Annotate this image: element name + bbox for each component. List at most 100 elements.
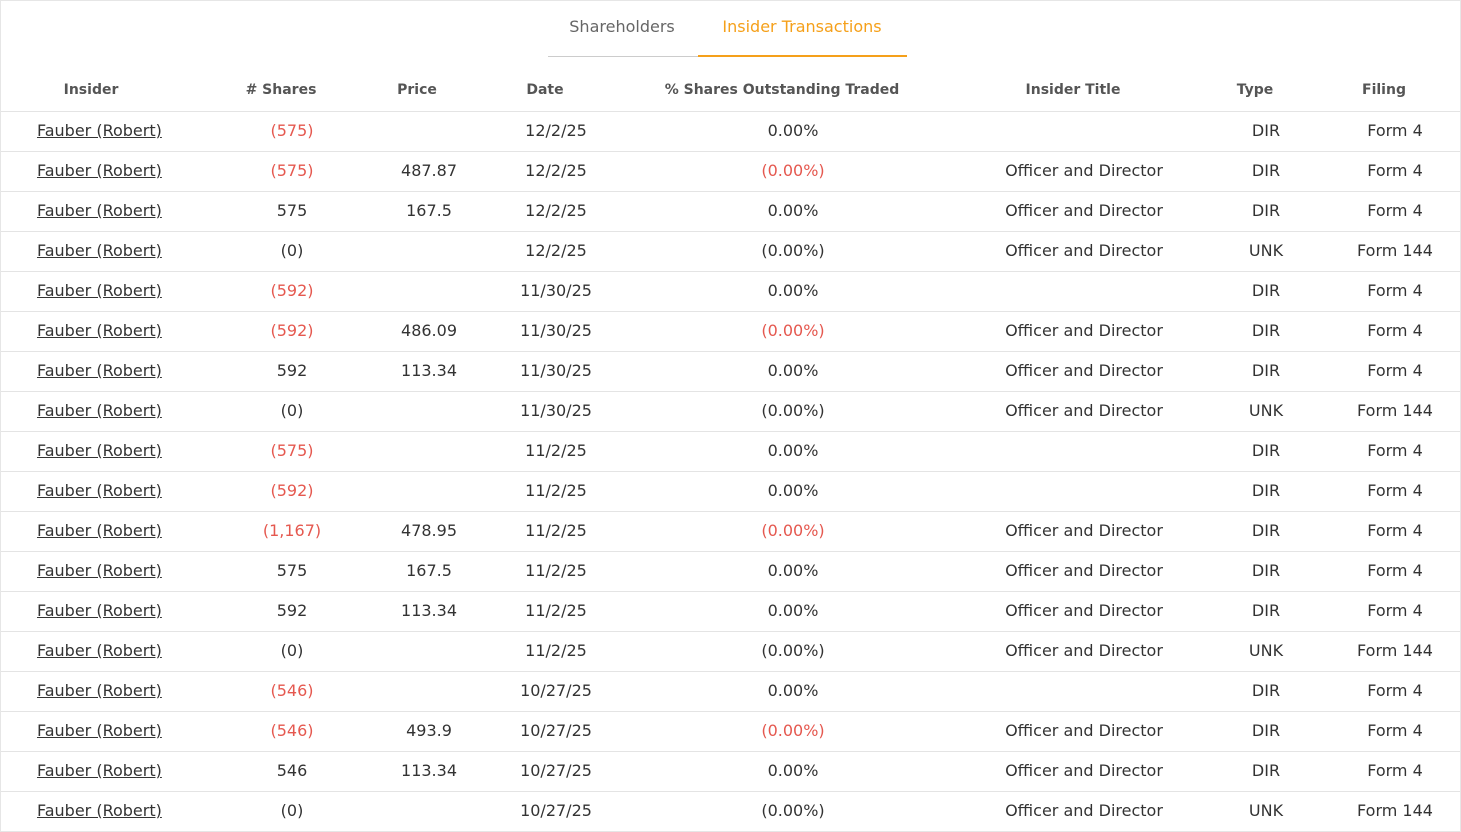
insider-link[interactable]: Fauber (Robert) [37,561,162,580]
table-cell: Form 144 [1357,641,1433,660]
table-cell: 10/27/25 [520,801,592,820]
table-cell: (0) [280,401,304,420]
table-cell: Officer and Director [1005,201,1163,220]
table-cell: 11/30/25 [520,401,592,420]
table-cell: UNK [1248,641,1284,660]
table-cell: 546 [276,761,308,780]
table-cell: (0.00%) [761,521,825,540]
table-cell: 0.00% [767,121,819,140]
table-cell: (0.00%) [761,721,825,740]
table-cell: DIR [1251,681,1281,700]
table-cell: Form 4 [1367,441,1423,460]
row-divider [1,191,1460,192]
table-cell: Form 4 [1367,681,1423,700]
table-cell: Form 4 [1367,321,1423,340]
table-cell: 478.95 [401,521,457,540]
column-header: Insider [63,82,119,98]
table-cell: Officer and Director [1005,801,1163,820]
insider-link[interactable]: Fauber (Robert) [37,441,162,460]
insider-link[interactable]: Fauber (Robert) [37,401,162,420]
tab[interactable]: Shareholders [569,17,675,36]
table-cell: DIR [1251,561,1281,580]
table-cell: Form 144 [1357,801,1433,820]
insider-link[interactable]: Fauber (Robert) [37,761,162,780]
insider-link[interactable]: Fauber (Robert) [37,721,162,740]
table-cell: 10/27/25 [520,761,592,780]
table-cell: DIR [1251,481,1281,500]
table-cell: UNK [1248,241,1284,260]
insider-link[interactable]: Fauber (Robert) [37,801,162,820]
table-cell: Form 4 [1367,281,1423,300]
insider-link[interactable]: Fauber (Robert) [37,241,162,260]
table-cell: UNK [1248,401,1284,420]
insider-link[interactable]: Fauber (Robert) [37,281,162,300]
row-divider [1,231,1460,232]
table-cell: 10/27/25 [520,721,592,740]
row-divider [1,511,1460,512]
column-header: # Shares [245,82,317,98]
insider-link[interactable]: Fauber (Robert) [37,321,162,340]
row-divider [1,791,1460,792]
tab[interactable]: Insider Transactions [722,17,882,36]
table-cell: DIR [1251,281,1281,300]
insider-link[interactable]: Fauber (Robert) [37,201,162,220]
table-cell: Officer and Director [1005,241,1163,260]
table-cell: (0.00%) [761,401,825,420]
column-header: Date [526,82,564,98]
table-cell: 113.34 [401,601,457,620]
table-cell: 12/2/25 [525,201,587,220]
table-cell: 11/30/25 [520,281,592,300]
row-divider [1,351,1460,352]
table-cell: 113.34 [401,761,457,780]
table-cell: (546) [270,721,314,740]
table-cell: DIR [1251,121,1281,140]
table-cell: 0.00% [767,761,819,780]
table-cell: Officer and Director [1005,401,1163,420]
insider-link[interactable]: Fauber (Robert) [37,681,162,700]
insider-link[interactable]: Fauber (Robert) [37,361,162,380]
row-divider [1,311,1460,312]
table-cell: Form 4 [1367,601,1423,620]
table-cell: (0) [280,241,304,260]
table-cell: 11/2/25 [525,601,587,620]
table-cell: 0.00% [767,681,819,700]
active-tab-underline [698,55,907,57]
insider-link[interactable]: Fauber (Robert) [37,161,162,180]
table-cell: 167.5 [406,561,452,580]
table-cell: 493.9 [406,721,452,740]
table-cell: 0.00% [767,481,819,500]
table-cell: DIR [1251,441,1281,460]
table-cell: 592 [276,361,308,380]
table-cell: 0.00% [767,441,819,460]
table-cell: Officer and Director [1005,761,1163,780]
insider-link[interactable]: Fauber (Robert) [37,121,162,140]
table-cell: 0.00% [767,361,819,380]
row-divider [1,671,1460,672]
table-cell: DIR [1251,361,1281,380]
table-cell: Officer and Director [1005,161,1163,180]
row-divider [1,471,1460,472]
table-cell: Form 4 [1367,521,1423,540]
tab-divider [548,56,698,57]
insider-link[interactable]: Fauber (Robert) [37,481,162,500]
table-cell: 11/2/25 [525,561,587,580]
table-cell: DIR [1251,721,1281,740]
table-cell: 0.00% [767,561,819,580]
row-divider [1,711,1460,712]
table-cell: 11/2/25 [525,441,587,460]
table-cell: (0) [280,641,304,660]
insider-link[interactable]: Fauber (Robert) [37,521,162,540]
table-cell: (575) [270,121,314,140]
table-cell: DIR [1251,521,1281,540]
table-cell: (575) [270,441,314,460]
insider-link[interactable]: Fauber (Robert) [37,641,162,660]
insider-link[interactable]: Fauber (Robert) [37,601,162,620]
table-cell: 113.34 [401,361,457,380]
column-header: Type [1236,82,1274,98]
table-cell: (0.00%) [761,161,825,180]
table-cell: (0.00%) [761,641,825,660]
table-cell: Form 144 [1357,241,1433,260]
table-cell: DIR [1251,601,1281,620]
row-divider [1,631,1460,632]
